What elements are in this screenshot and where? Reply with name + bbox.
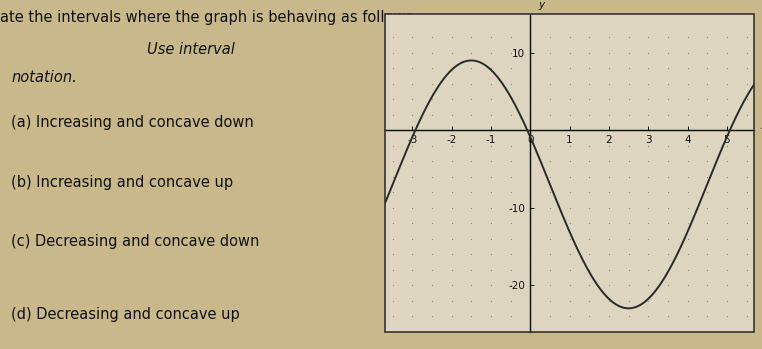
Text: (b) Increasing and concave up: (b) Increasing and concave up [11, 174, 234, 190]
Text: x: x [760, 121, 762, 131]
Text: (d) Decreasing and concave up: (d) Decreasing and concave up [11, 307, 240, 322]
Text: Use interval: Use interval [146, 42, 235, 57]
Text: (a) Increasing and concave down: (a) Increasing and concave down [11, 115, 255, 130]
Text: Estimate the intervals where the graph is behaving as follows.: Estimate the intervals where the graph i… [0, 10, 422, 25]
Text: notation.: notation. [11, 70, 77, 85]
Text: y: y [538, 0, 544, 10]
Text: (c) Decreasing and concave down: (c) Decreasing and concave down [11, 234, 260, 249]
